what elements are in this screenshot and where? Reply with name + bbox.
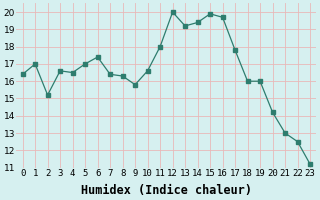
X-axis label: Humidex (Indice chaleur): Humidex (Indice chaleur) xyxy=(81,184,252,197)
